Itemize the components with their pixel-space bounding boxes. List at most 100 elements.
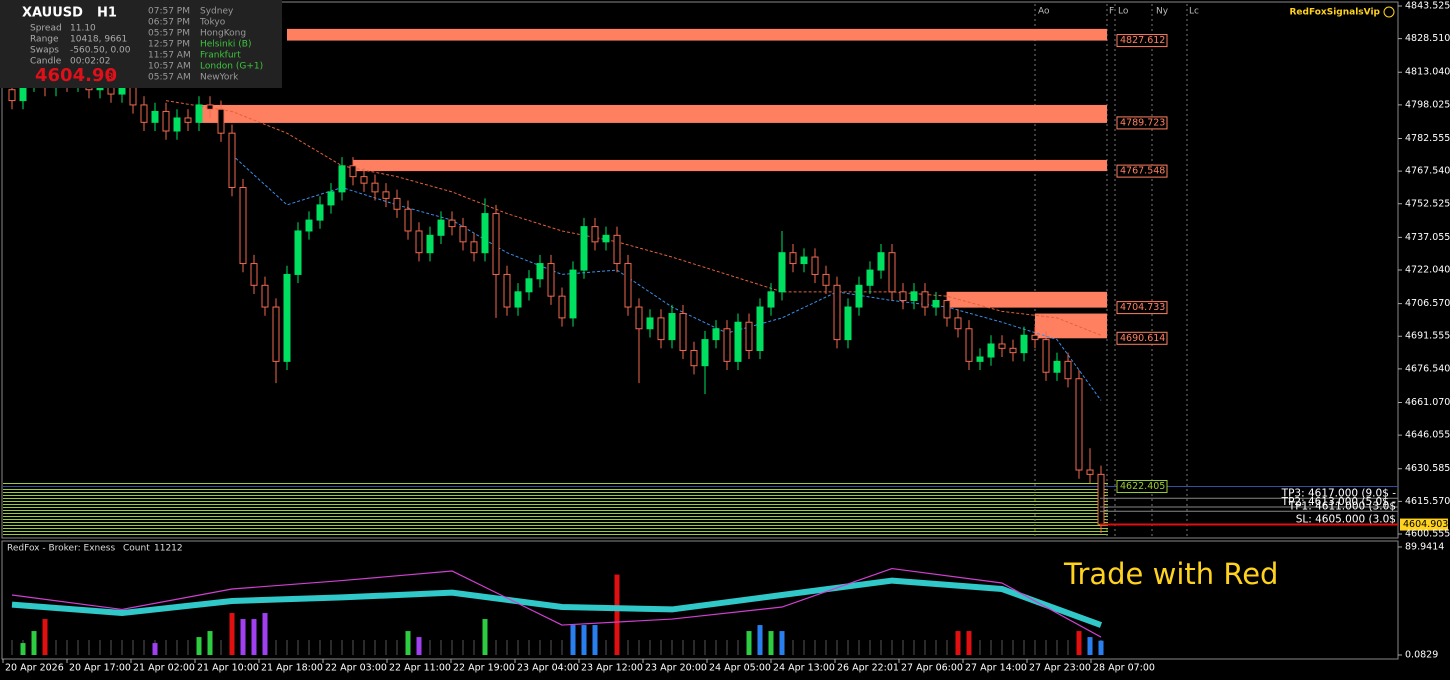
marker: Ao (1038, 7, 1050, 17)
candle-body (569, 269, 577, 319)
y-tick-label: 4843.525 (1405, 1, 1450, 12)
x-tick-label: 22 Apr 03:00 (325, 663, 387, 674)
indicator-bar (251, 619, 257, 655)
indicator-bar (20, 643, 26, 655)
session-name: Sydney (200, 7, 234, 17)
session-name: London (G+1) (200, 62, 263, 72)
indicator-name: RedFox - Broker: Exness (7, 544, 115, 554)
candle-body (1075, 378, 1083, 471)
candle-body (316, 204, 324, 221)
candle-body (206, 104, 214, 110)
candle-body (745, 321, 753, 351)
trade-label: SL: 4605.000 (3.0$ (1296, 513, 1396, 525)
y-tick-label: 4798.025 (1405, 99, 1450, 110)
candle-body (679, 313, 687, 351)
candle-body (327, 191, 335, 206)
candle-body (503, 273, 511, 308)
info-value: 11.10 (70, 24, 96, 34)
candle-body (822, 273, 830, 286)
session-name: NewYork (200, 73, 239, 83)
indicator-bar (570, 625, 576, 655)
candle-body (602, 234, 610, 243)
candle-body (360, 176, 368, 184)
candle-body (129, 87, 137, 106)
price-tag (1400, 518, 1448, 531)
candle-body (624, 263, 632, 308)
indicator-bar (262, 613, 268, 655)
support-label-box (1116, 480, 1168, 494)
count-label: Count (123, 544, 150, 554)
marker: F (1109, 7, 1114, 17)
session-time: 05:57 AM (148, 73, 191, 83)
marker: Lo (1118, 7, 1129, 17)
y-tick-label: 4767.540 (1405, 166, 1450, 177)
candle-body (1086, 469, 1094, 475)
info-value: -560.50, 0.00 (70, 46, 131, 56)
y-tick-label: 4691.555 (1405, 331, 1450, 342)
candle-body (701, 339, 709, 367)
candle-body (778, 252, 786, 293)
indicator-bar (416, 637, 422, 655)
candle-body (668, 313, 676, 341)
candle-body (910, 291, 918, 302)
candle-body (987, 343, 995, 358)
indicator-bar (229, 613, 235, 655)
candle-body (723, 328, 731, 362)
y-tick-label: 4737.055 (1405, 232, 1450, 243)
timeframe: H1 (97, 6, 117, 21)
candle-body (426, 234, 434, 254)
candle-body (954, 317, 962, 330)
candle-body (404, 208, 412, 232)
candle-body (1097, 473, 1105, 525)
indicator-bar (779, 631, 785, 655)
info-label: Range (30, 35, 59, 45)
zone (353, 159, 1107, 172)
candle-body (272, 306, 280, 362)
candle-body (800, 256, 808, 265)
trade-label: TP2: 4613.000 (5.0$ - (1281, 496, 1397, 508)
candle-body (591, 226, 599, 243)
candle-body (382, 191, 390, 199)
support-label: 4622.405 (1120, 481, 1165, 492)
candle-body (635, 306, 643, 330)
x-tick-label: 23 Apr 04:00 (517, 663, 579, 674)
candle-body (965, 328, 973, 362)
candle-body (250, 263, 258, 286)
indicator-bar (581, 625, 587, 655)
x-tick-label: 21 Apr 10:00 (197, 663, 259, 674)
candle-body (393, 197, 401, 210)
x-tick-label: 23 Apr 12:00 (581, 663, 643, 674)
x-tick-label: 20 Apr 17:00 (69, 663, 131, 674)
candle-body (481, 213, 489, 254)
zone-label: 4789.723 (1120, 117, 1165, 128)
zone-label: 4827.612 (1120, 35, 1165, 46)
info-rows: Spread 11.10 Range 10418, 9661 Swaps -560.5… (30, 24, 131, 67)
indicator-line (11, 577, 1103, 628)
candle-body (437, 219, 445, 236)
session-name: Tokyo (199, 18, 226, 28)
indicator-bar (196, 637, 202, 655)
session-name: HongKong (200, 29, 246, 39)
marker: Lc (1189, 7, 1199, 17)
sessions: 07:57 PM Sydney 06:57 PM Tokyo 05:57 PM HongK… (148, 7, 263, 83)
indicator-tick-label: 89.9414 (1405, 542, 1444, 553)
candle-body (1042, 339, 1050, 373)
zone-label-box (1116, 116, 1168, 130)
x-tick-label: 21 Apr 18:00 (261, 663, 323, 674)
info-value: 10418, 9661 (70, 35, 127, 45)
candle-body (338, 165, 346, 193)
zone-label-box (1116, 331, 1168, 345)
session-time: 10:57 AM (148, 62, 191, 72)
session-markers: Ao F Lo Ny Lc (1038, 7, 1199, 17)
candle-body (536, 263, 544, 280)
indicator-line (11, 567, 1102, 638)
y-tick-label: 4828.510 (1405, 33, 1450, 44)
indicator-bar (614, 574, 620, 655)
session-time: 11:57 AM (148, 51, 191, 61)
indicator-bar (1098, 640, 1104, 655)
session-name: Helsinki (B) (200, 40, 251, 50)
zone (287, 28, 1107, 41)
candle-body (833, 284, 841, 341)
x-tick-label: 22 Apr 11:00 (389, 663, 451, 674)
